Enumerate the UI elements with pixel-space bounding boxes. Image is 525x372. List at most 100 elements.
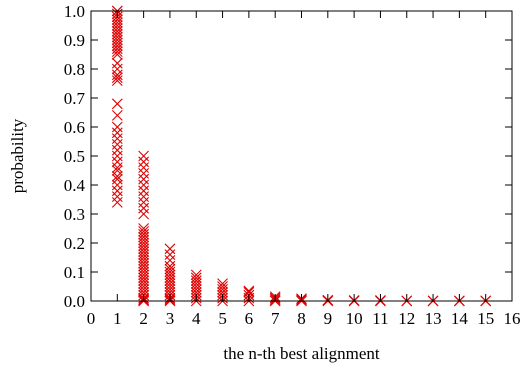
x-tick-label: 12 [398,309,415,328]
data-point [138,226,150,237]
y-tick-label: 0.0 [64,292,85,311]
data-point [217,281,228,292]
x-tick-label: 14 [451,309,469,328]
data-point [217,284,228,295]
data-point [111,43,123,55]
data-point [111,110,123,121]
y-tick-label: 0.6 [64,118,85,137]
data-point [111,197,123,208]
x-tick-label: 4 [192,309,201,328]
data-point [111,150,123,162]
data-point [190,272,202,284]
data-point [138,240,150,252]
data-point [164,266,176,278]
data-point [138,243,150,255]
data-point [138,223,150,234]
data-point [164,278,176,289]
x-tick-label: 11 [372,309,388,328]
data-point [111,49,123,60]
data-point [138,179,150,191]
data-point [138,234,150,246]
y-tick-label: 0.3 [64,205,85,224]
x-tick-label: 3 [166,309,175,328]
data-point [190,269,202,281]
x-tick-label: 15 [477,309,494,328]
data-point [164,269,176,281]
x-tick-label: 7 [271,309,280,328]
data-point [164,255,176,266]
y-tick-label: 0.7 [64,89,86,108]
x-tick-label: 6 [245,309,254,328]
data-point [111,173,123,185]
data-point [164,260,176,272]
plot-frame [90,10,513,302]
x-tick-label: 13 [425,309,442,328]
data-point [217,278,228,289]
data-point [164,249,176,260]
data-point [138,284,150,295]
data-points [111,5,492,307]
data-point [138,269,150,281]
data-point [138,237,150,249]
x-tick-label: 1 [113,309,122,328]
data-point [138,281,150,292]
data-point [190,284,202,295]
data-point [138,185,150,197]
data-point [111,191,123,202]
data-point [111,133,123,144]
data-point [138,197,150,208]
x-tick-label: 5 [218,309,227,328]
data-point [111,14,123,26]
data-point [138,231,150,243]
x-tick-label: 8 [297,309,306,328]
data-point [111,28,123,40]
data-point [111,185,123,197]
data-point [138,208,150,220]
data-point [164,243,176,255]
data-point [138,257,150,269]
data-point [138,249,150,260]
y-tick-label: 0.4 [64,176,86,195]
data-point [138,246,150,258]
data-point [190,286,202,298]
x-axis: 0 1 2 3 4 5 6 7 8 9 10 11 12 13 14 15 16 [87,11,521,328]
y-axis: 0.0 0.1 0.2 0.3 0.4 0.5 0.6 0.7 0.8 0.9 1.0 [64,2,512,311]
data-point [111,69,123,81]
data-point [111,98,123,110]
y-tick-label: 0.5 [64,147,85,166]
data-point [111,121,123,133]
data-point [111,162,123,173]
data-point [111,139,123,150]
data-point [138,255,150,266]
data-point [138,278,150,289]
data-point [111,46,123,57]
data-point [111,31,123,43]
data-point [138,202,150,214]
y-axis-label: probability [8,118,27,193]
x-axis-label: the n-th best alignment [223,344,380,363]
data-point [111,165,123,176]
data-point [138,263,150,275]
data-point [164,284,176,295]
x-tick-label: 10 [346,309,363,328]
y-tick-label: 0.8 [64,60,85,79]
data-point [243,286,255,298]
data-point [138,191,150,202]
data-point [111,75,123,86]
data-point [111,34,123,46]
data-point [111,170,123,182]
data-point [190,278,202,289]
data-point [138,260,150,272]
data-point [111,156,123,168]
data-point [164,275,176,287]
data-point [111,40,123,52]
data-point [111,37,123,49]
data-point [111,72,123,84]
x-tick-label: 16 [504,309,521,328]
data-point [164,281,176,292]
data-point [111,179,123,191]
data-point [111,20,123,31]
x-tick-label: 0 [87,309,96,328]
data-point [164,263,176,275]
data-point [111,127,123,139]
